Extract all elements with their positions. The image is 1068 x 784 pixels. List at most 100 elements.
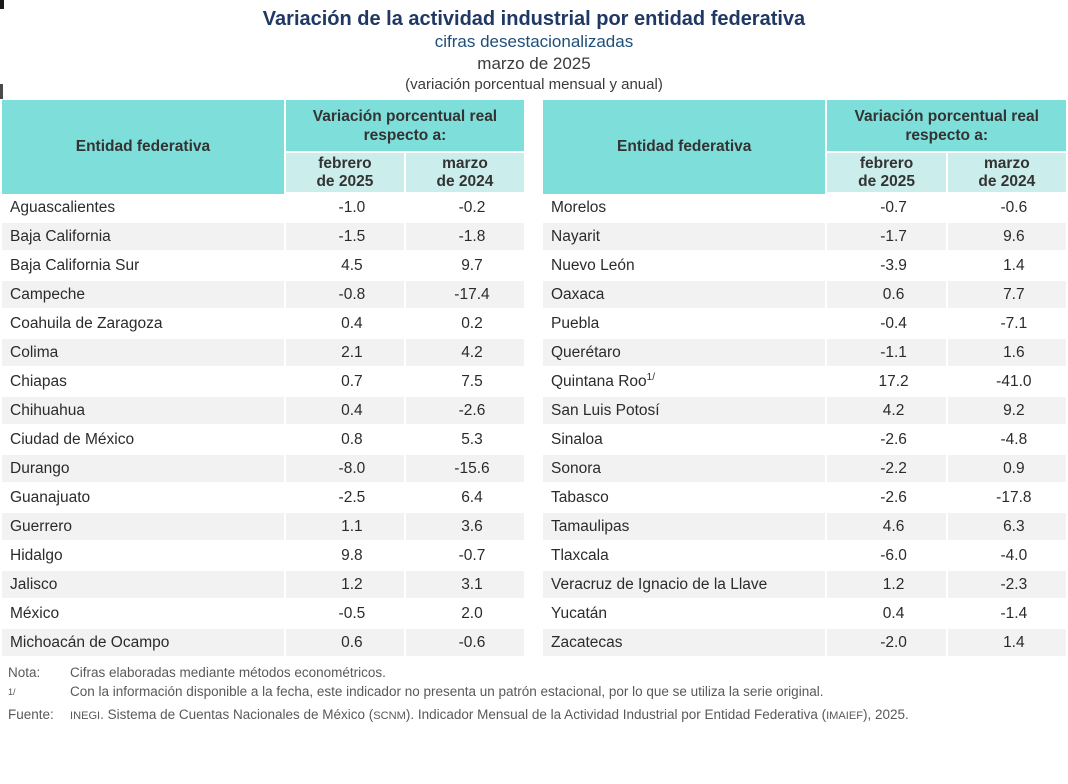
value-marzo: -0.6 (403, 629, 524, 658)
period-label: marzo de 2025 (477, 54, 591, 73)
value-febrero: 2.1 (283, 339, 404, 368)
entity-name: Zacatecas (543, 629, 826, 658)
table-row: Oaxaca 0.6 7.7 (543, 281, 1066, 310)
acronym-inegi: INEGI (70, 709, 101, 722)
entity-name: San Luis Potosí (543, 397, 826, 426)
entity-name: Sinaloa (543, 426, 826, 455)
value-febrero: 1.1 (283, 513, 404, 542)
value-marzo: -17.8 (945, 484, 1066, 513)
value-marzo: -1.4 (945, 600, 1066, 629)
group-header-cell: Variación porcentual real respecto a: (283, 100, 524, 153)
value-marzo: 6.4 (403, 484, 524, 513)
value-febrero: -0.4 (825, 310, 946, 339)
value-febrero: -1.7 (825, 223, 946, 252)
entity-name: Colima (2, 339, 284, 368)
value-febrero: 4.5 (283, 252, 404, 281)
value-marzo: 5.3 (403, 426, 524, 455)
table-row: Baja California Sur 4.5 9.7 (2, 252, 524, 281)
entity-name: Puebla (543, 310, 826, 339)
entity-name: Guanajuato (2, 484, 284, 513)
screen-edge-artifact (0, 84, 3, 99)
value-febrero: 1.2 (825, 571, 946, 600)
value-marzo: 1.4 (945, 252, 1066, 281)
value-marzo: 7.7 (945, 281, 1066, 310)
entity-name: Chiapas (2, 368, 284, 397)
value-marzo: 9.7 (403, 252, 524, 281)
table-row: Nayarit -1.7 9.6 (543, 223, 1066, 252)
table-right: Entidad federativa Variación porcentual … (543, 100, 1066, 658)
subheader-marzo: marzo de 2024 (403, 153, 524, 194)
table-row: Yucatán 0.4 -1.4 (543, 600, 1066, 629)
acronym-scnm: SCNM (373, 709, 406, 722)
value-marzo: 1.6 (945, 339, 1066, 368)
table-row: Zacatecas -2.0 1.4 (543, 629, 1066, 658)
table-row: Hidalgo 9.8 -0.7 (2, 542, 524, 571)
value-marzo: 9.2 (945, 397, 1066, 426)
value-marzo: -7.1 (945, 310, 1066, 339)
value-febrero: -3.9 (825, 252, 946, 281)
entity-name: Michoacán de Ocampo (2, 629, 284, 658)
acronym-imaief: IMAIEF (826, 709, 863, 722)
entity-header-cell: Entidad federativa (2, 100, 284, 194)
value-febrero: -1.0 (283, 194, 404, 223)
table-row: Ciudad de México 0.8 5.3 (2, 426, 524, 455)
table-row: Tamaulipas 4.6 6.3 (543, 513, 1066, 542)
entity-name: Morelos (543, 194, 826, 223)
value-marzo: -2.3 (945, 571, 1066, 600)
entity-name: Hidalgo (2, 542, 284, 571)
table-row: Veracruz de Ignacio de la Llave 1.2 -2.3 (543, 571, 1066, 600)
value-febrero: -2.0 (825, 629, 946, 658)
table-left: Entidad federativa Variación porcentual … (2, 100, 524, 658)
table-row: México -0.5 2.0 (2, 600, 524, 629)
value-febrero: 1.2 (283, 571, 404, 600)
table-row: Chihuahua 0.4 -2.6 (2, 397, 524, 426)
entity-name: Tlaxcala (543, 542, 826, 571)
value-febrero: 4.6 (825, 513, 946, 542)
value-febrero: -6.0 (825, 542, 946, 571)
footnote-ref-text: Con la información disponible a la fecha… (70, 683, 824, 699)
table-row: Jalisco 1.2 3.1 (2, 571, 524, 600)
value-febrero: 0.6 (283, 629, 404, 658)
footnote-fuente-text: INEGI. Sistema de Cuentas Nacionales de … (70, 706, 909, 722)
subheader-marzo: marzo de 2024 (945, 153, 1066, 194)
value-febrero: 0.4 (283, 397, 404, 426)
value-marzo: -4.8 (945, 426, 1066, 455)
unit-note: (variación porcentual mensual y anual) (405, 76, 663, 93)
value-marzo: -15.6 (403, 455, 524, 484)
value-febrero: 9.8 (283, 542, 404, 571)
entity-name: Sonora (543, 455, 826, 484)
footnote-ref-label: 1/ (8, 686, 16, 697)
entity-name: Coahuila de Zaragoza (2, 310, 284, 339)
footnote-reference-marker: 1/ (646, 371, 655, 383)
value-febrero: -8.0 (283, 455, 404, 484)
value-febrero: -2.6 (825, 484, 946, 513)
page-subtitle: cifras desestacionalizadas (434, 32, 634, 51)
entity-name: Oaxaca (543, 281, 826, 310)
table-row: Campeche -0.8 -17.4 (2, 281, 524, 310)
value-marzo: -4.0 (945, 542, 1066, 571)
table-row: Guanajuato -2.5 6.4 (2, 484, 524, 513)
entity-header-cell: Entidad federativa (543, 100, 826, 194)
entity-name: Chihuahua (2, 397, 284, 426)
value-marzo: -0.6 (945, 194, 1066, 223)
table-row: Chiapas 0.7 7.5 (2, 368, 524, 397)
value-marzo: 0.9 (945, 455, 1066, 484)
value-marzo: 3.1 (403, 571, 524, 600)
value-marzo: -17.4 (403, 281, 524, 310)
value-marzo: 1.4 (945, 629, 1066, 658)
footnote-fuente-label: Fuente: (8, 706, 54, 722)
value-marzo: 0.2 (403, 310, 524, 339)
value-febrero: -1.1 (825, 339, 946, 368)
value-febrero: 0.4 (825, 600, 946, 629)
value-febrero: 0.4 (283, 310, 404, 339)
entity-name: México (2, 600, 284, 629)
value-febrero: -2.6 (825, 426, 946, 455)
value-febrero: 0.6 (825, 281, 946, 310)
table-row: Aguascalientes -1.0 -0.2 (2, 194, 524, 223)
entity-name: Guerrero (2, 513, 284, 542)
value-febrero: -0.8 (283, 281, 404, 310)
value-marzo: 7.5 (403, 368, 524, 397)
value-marzo: -0.7 (403, 542, 524, 571)
page-title: Variación de la actividad industrial por… (262, 8, 806, 30)
table-row: Sinaloa -2.6 -4.8 (543, 426, 1066, 455)
